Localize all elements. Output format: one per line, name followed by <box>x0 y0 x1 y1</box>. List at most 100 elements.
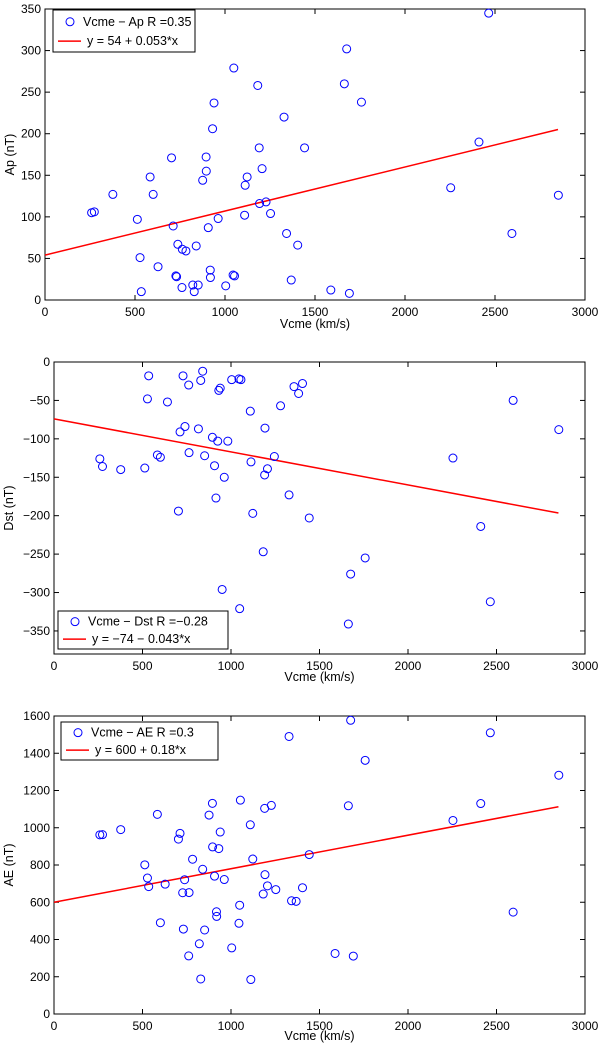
ap-xtick-label: 0 <box>42 305 49 319</box>
ae-point <box>142 873 152 883</box>
ap-point <box>205 265 215 275</box>
dst-point <box>152 450 162 460</box>
ap-point <box>484 8 494 18</box>
dst-point <box>213 436 223 446</box>
ae-point <box>287 896 297 906</box>
dst-point <box>207 432 217 442</box>
dst-fit-line <box>53 418 559 514</box>
ae-point <box>173 834 183 844</box>
ae-xtick-label: 500 <box>132 1019 152 1033</box>
chart-ap: 0 500 1000 1500 2000 2500 3000 0 50 100 150 200 250 3… <box>3 2 599 331</box>
ae-point <box>266 800 276 810</box>
ap-point <box>148 189 158 199</box>
ap-point <box>136 287 146 297</box>
dst-point <box>554 425 564 435</box>
ae-point <box>284 731 294 741</box>
ae-point <box>160 879 170 889</box>
ap-ytick-label: 100 <box>21 210 41 224</box>
ap-point <box>240 210 250 220</box>
ap-point <box>230 271 240 281</box>
dst-axes-box <box>53 361 586 655</box>
dst-point <box>184 448 194 458</box>
ae-point <box>152 809 162 819</box>
ap-xtick-label: 3000 <box>572 305 599 319</box>
dst-point <box>236 375 246 385</box>
ae-point <box>188 854 198 864</box>
dst-legend-marker <box>70 617 80 627</box>
dst-xtick-label: 500 <box>132 659 152 673</box>
ap-fit-line <box>44 128 559 256</box>
ae-point <box>508 907 518 917</box>
ae-point <box>346 715 356 725</box>
ap-xtick-label: 2000 <box>392 305 419 319</box>
ae-legend-fit-label: y = 600 + 0.18*x <box>95 743 187 757</box>
ap-point <box>282 228 292 238</box>
ae-point <box>196 974 206 984</box>
ap-point <box>205 273 215 283</box>
ap-legend-box <box>52 9 196 53</box>
dst-point <box>196 375 206 385</box>
dst-point <box>211 493 221 503</box>
dst-point <box>200 451 210 461</box>
ap-ytick-label: 300 <box>21 44 41 58</box>
ap-point <box>177 283 187 293</box>
ae-xtick-label: 2000 <box>395 1019 422 1033</box>
dst-point <box>215 383 225 393</box>
dst-xtick-label: 2500 <box>483 659 510 673</box>
ae-ytick-label: 400 <box>30 933 50 947</box>
ae-point <box>262 881 272 891</box>
ae-xtick-label: 2500 <box>483 1019 510 1033</box>
ae-point <box>184 888 194 898</box>
dst-point <box>184 380 194 390</box>
ap-point <box>181 246 191 256</box>
ap-point <box>286 275 296 285</box>
ae-legend-marker <box>73 728 83 738</box>
dst-point <box>260 423 270 433</box>
ae-point <box>97 830 107 840</box>
dst-point <box>155 452 165 462</box>
ae-point <box>304 850 314 860</box>
chart-ae: 0 500 1000 1500 2000 2500 3000 0 200 400 600 800 100… <box>2 709 599 1043</box>
dst-point <box>210 461 220 471</box>
dst-point <box>95 454 105 464</box>
dst-point <box>178 371 188 381</box>
dst-point <box>142 394 152 404</box>
ap-point <box>171 271 181 281</box>
dst-ytick-label: −200 <box>23 509 50 523</box>
dst-point <box>508 395 518 405</box>
ae-axes-box <box>53 715 586 1015</box>
dst-point <box>245 406 255 416</box>
ae-point <box>246 975 256 985</box>
dst-point <box>235 604 245 614</box>
ap-point <box>326 285 336 295</box>
ae-point <box>219 875 229 885</box>
dst-ytick-label: −150 <box>23 470 50 484</box>
ae-point <box>208 842 218 852</box>
ae-fit-line <box>53 805 559 903</box>
ae-legend-scatter-label: Vcme − AE R =0.3 <box>91 726 194 740</box>
dst-point <box>227 375 237 385</box>
ap-xtick-label: 1000 <box>212 305 239 319</box>
ae-point <box>144 882 154 892</box>
ap-axes-box <box>44 8 586 301</box>
ap-point <box>132 214 142 224</box>
ae-point <box>198 864 208 874</box>
dst-point <box>175 427 185 437</box>
ae-point <box>214 844 224 854</box>
ap-point <box>474 137 484 147</box>
ae-point <box>95 830 105 840</box>
ae-point <box>448 815 458 825</box>
ae-xtick-label: 3000 <box>572 1019 599 1033</box>
dst-point <box>198 366 208 376</box>
ae-point <box>175 828 185 838</box>
ae-point <box>245 820 255 830</box>
ap-point <box>189 287 199 297</box>
ap-legend-fit-label: y = 54 + 0.053*x <box>87 34 179 48</box>
ap-point <box>89 207 99 217</box>
ap-point <box>228 270 238 280</box>
ap-point <box>168 221 178 231</box>
ae-ytick-label: 0 <box>43 1007 50 1021</box>
ae-point <box>235 795 245 805</box>
ap-xtick-label: 500 <box>125 305 145 319</box>
